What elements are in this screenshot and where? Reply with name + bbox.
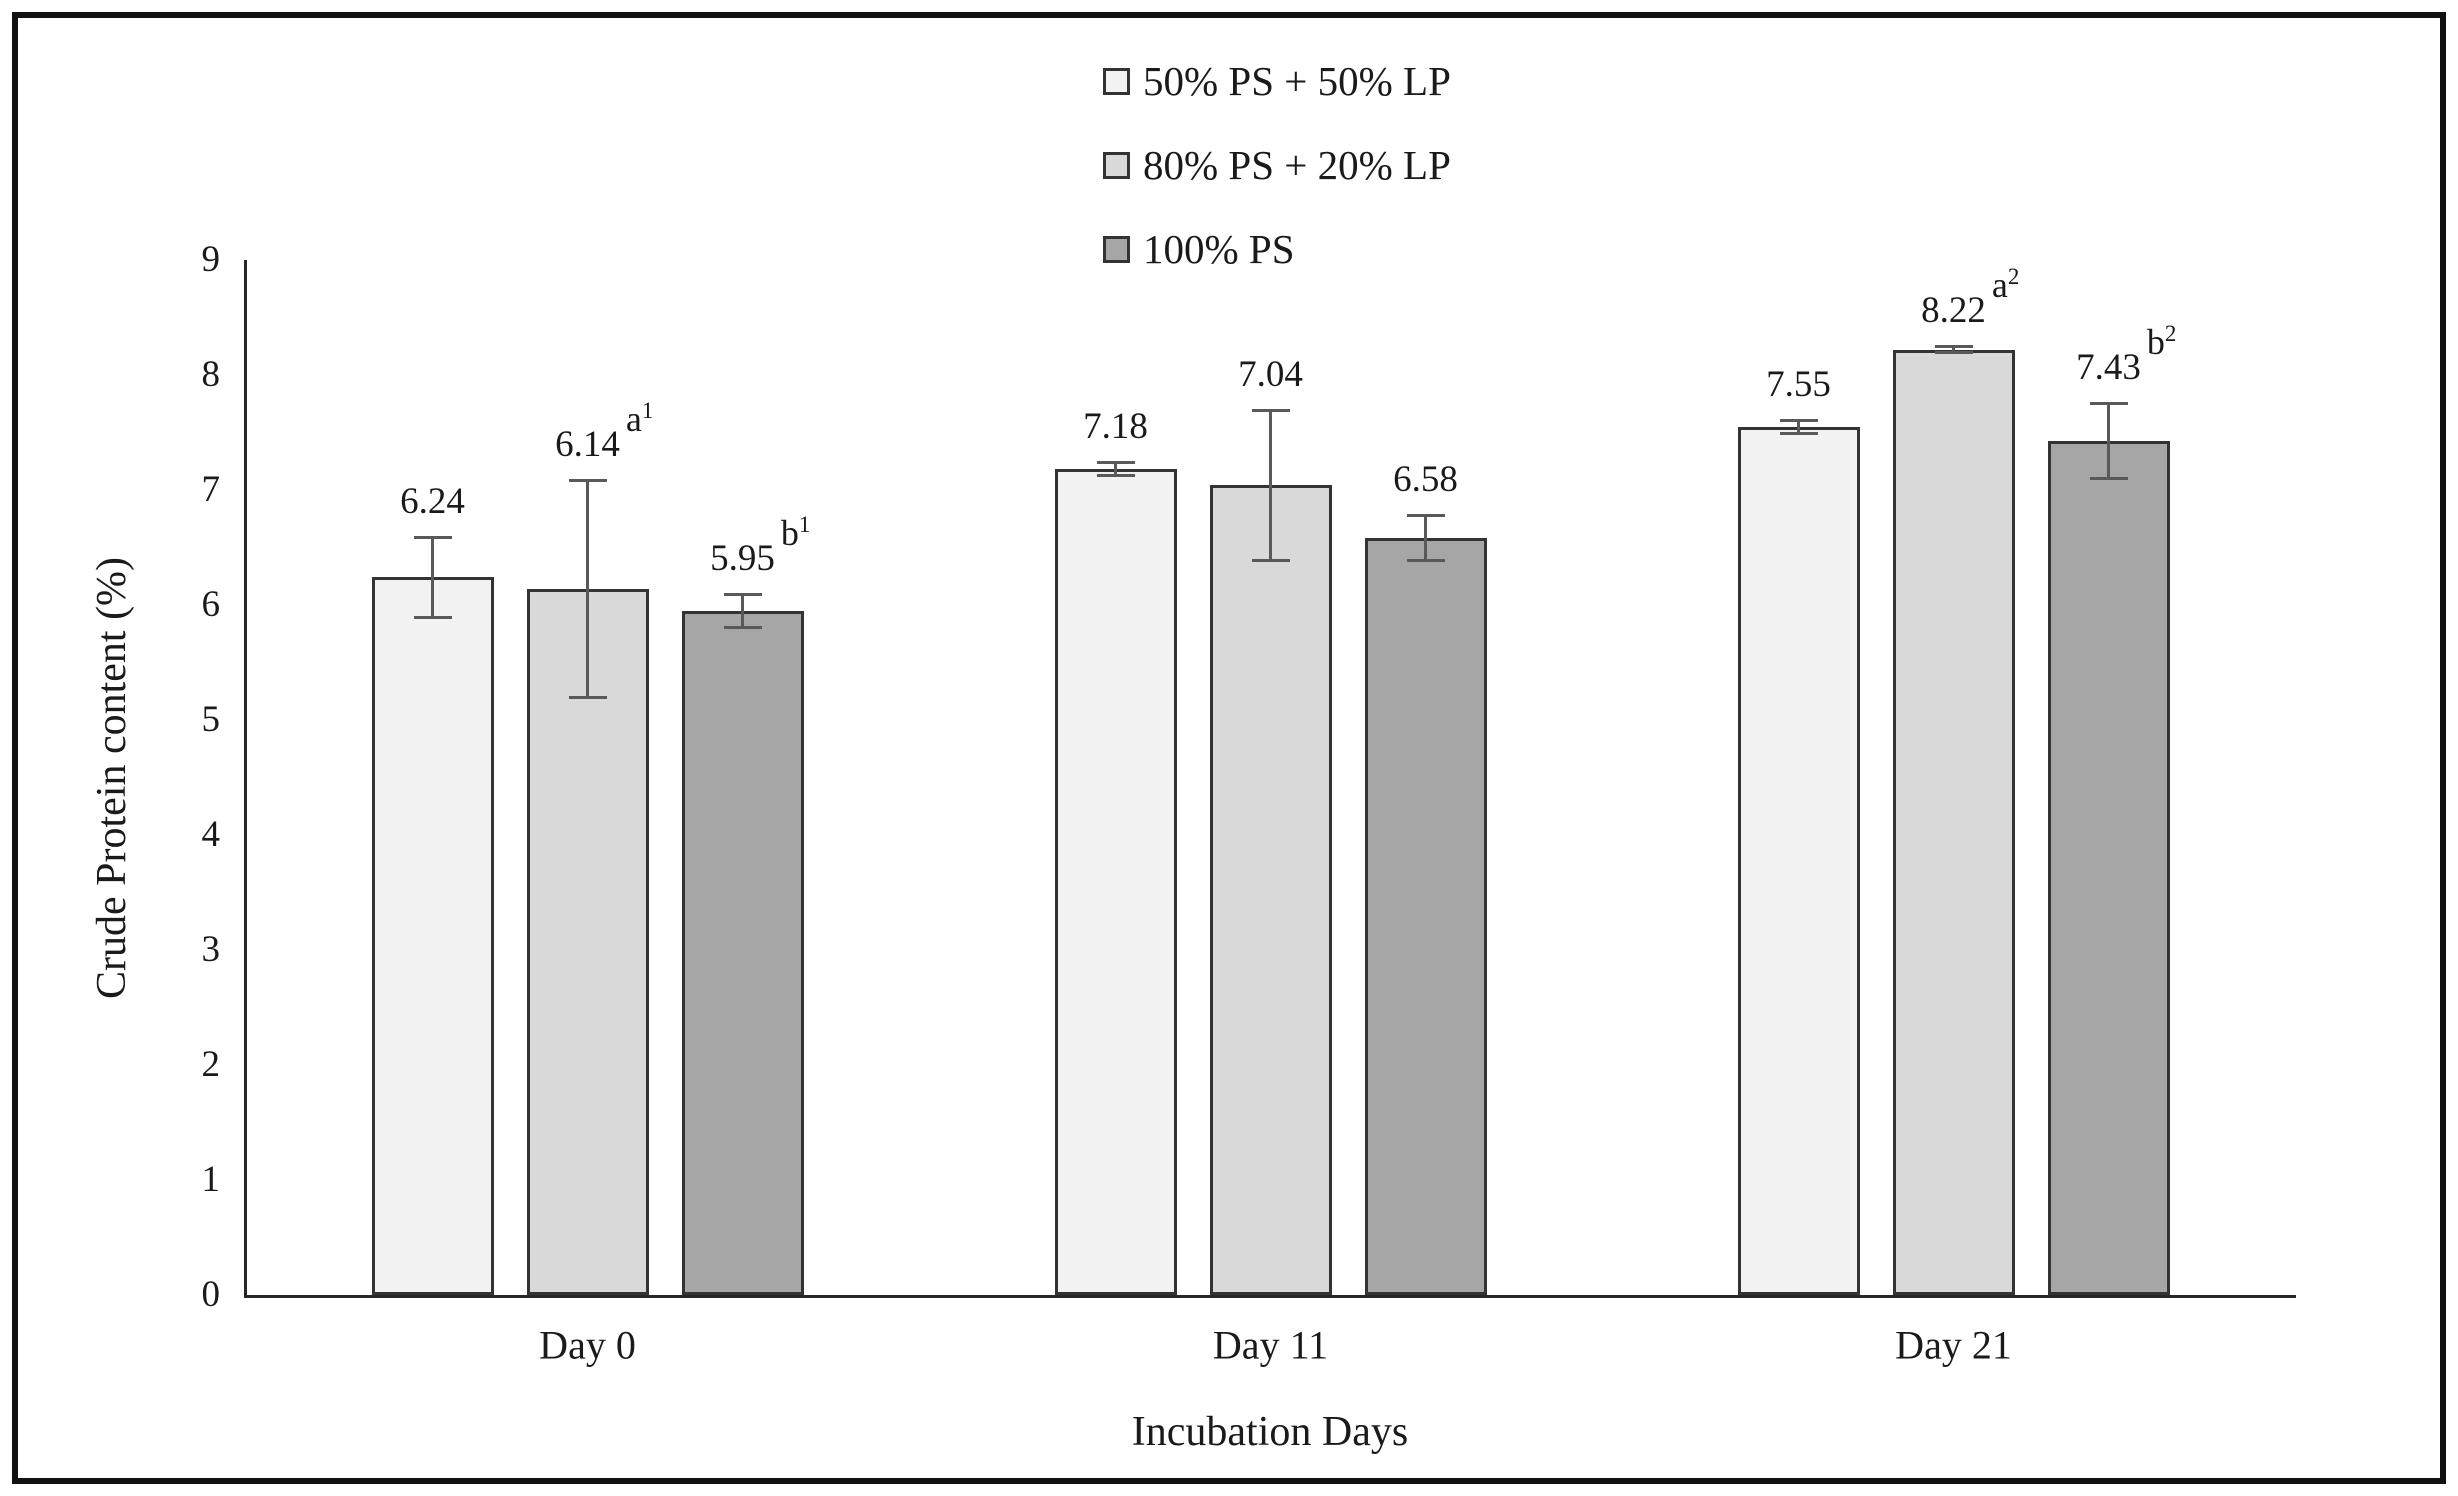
error-bar-cap-bottom: [1251, 559, 1290, 563]
value-label-text: 7.43: [2076, 346, 2141, 388]
significance-annotation-sup: 1: [798, 511, 811, 537]
bar: [1364, 538, 1487, 1295]
bar: [1737, 426, 1860, 1295]
value-label: 7.43 b2: [1959, 322, 2259, 391]
error-bar-cap-top: [568, 478, 607, 482]
error-bar-line: [431, 537, 434, 618]
bar: [1892, 349, 2015, 1295]
error-bar-cap-top: [1096, 461, 1135, 465]
error-bar-cap-bottom: [1406, 559, 1445, 563]
value-label: 6.24: [283, 479, 583, 525]
error-bar-cap-top: [1406, 514, 1445, 518]
significance-annotation: a1: [625, 397, 654, 439]
y-tick-label: 0: [201, 1274, 221, 1315]
error-bar-cap-top: [1251, 408, 1290, 412]
bar: [1054, 469, 1177, 1295]
x-category-label: Day 11: [1212, 1322, 1329, 1368]
significance-annotation-sup: 2: [2164, 320, 2177, 346]
error-bar-cap-bottom: [1779, 431, 1818, 435]
error-bar-line: [586, 479, 589, 699]
value-label-text: 7.55: [1766, 363, 1831, 405]
value-label: 7.18: [966, 404, 1266, 450]
value-label: 7.55: [1649, 362, 1949, 408]
legend: 50% PS + 50% LP 80% PS + 20% LP 100% PS: [1103, 58, 1451, 318]
bar: [526, 588, 649, 1295]
error-bar-cap-bottom: [413, 615, 452, 619]
x-axis-title: Incubation Days: [1131, 1409, 1409, 1455]
error-bar-line: [1424, 515, 1427, 562]
legend-label: 100% PS: [1143, 226, 1295, 272]
error-bar-cap-bottom: [1934, 351, 1973, 355]
legend-label: 50% PS + 50% LP: [1143, 58, 1451, 104]
y-axis-line: [244, 260, 247, 1298]
bar: [2047, 440, 2170, 1295]
value-label-text: 6.24: [400, 481, 465, 523]
y-tick-label: 2: [201, 1044, 221, 1085]
legend-swatch: [1103, 151, 1130, 179]
y-tick-label: 3: [201, 929, 221, 970]
significance-annotation: b2: [2146, 320, 2177, 362]
value-label: 7.04: [1121, 352, 1421, 398]
error-bar-cap-top: [2089, 401, 2128, 405]
error-bar-line: [1114, 462, 1117, 477]
significance-annotation: a2: [1991, 264, 2020, 306]
error-bar-cap-top: [1779, 418, 1818, 422]
y-tick-label: 5: [201, 699, 221, 740]
error-bar-line: [1797, 419, 1800, 434]
bar: [681, 610, 804, 1295]
legend-swatch: [1103, 67, 1130, 95]
error-bar-cap-top: [723, 592, 762, 596]
error-bar-cap-bottom: [2089, 476, 2128, 480]
error-bar-line: [2107, 402, 2110, 479]
x-axis-line: [244, 1295, 2296, 1298]
error-bar-line: [1269, 409, 1272, 562]
legend-item: 80% PS + 20% LP: [1103, 142, 1451, 188]
x-category-label: Day 0: [539, 1322, 636, 1368]
bar: [1209, 485, 1332, 1295]
value-label-text: 6.14: [555, 423, 620, 465]
value-label: 6.14 a1: [438, 399, 738, 468]
y-tick-label: 9: [201, 239, 221, 280]
value-label: 6.58: [1276, 457, 1576, 503]
significance-annotation-sup: 1: [641, 397, 654, 423]
error-bar-line: [741, 593, 744, 628]
error-bar-cap-bottom: [723, 626, 762, 629]
legend-swatch: [1103, 235, 1130, 263]
error-bar-line: [1952, 346, 1955, 354]
y-tick-label: 8: [201, 354, 221, 395]
legend-label: 80% PS + 20% LP: [1143, 142, 1451, 188]
error-bar-cap-bottom: [568, 696, 607, 700]
bar: [371, 577, 494, 1295]
value-label-text: 7.04: [1238, 353, 1303, 395]
value-label-text: 5.95: [710, 537, 775, 579]
value-label: 8.22 a2: [1804, 265, 2104, 334]
y-tick-label: 4: [201, 814, 221, 855]
error-bar-cap-top: [413, 536, 452, 540]
y-tick-label: 1: [201, 1159, 221, 1200]
value-label: 5.95 b1: [593, 513, 893, 582]
significance-annotation-sup: 2: [2007, 264, 2020, 290]
value-label-text: 7.18: [1083, 406, 1148, 448]
value-label-text: 6.58: [1393, 459, 1458, 501]
error-bar-cap-top: [1934, 345, 1973, 349]
value-label-text: 8.22: [1921, 290, 1986, 332]
y-tick-label: 6: [201, 584, 221, 625]
legend-item: 50% PS + 50% LP: [1103, 58, 1451, 104]
legend-item: 100% PS: [1103, 226, 1451, 272]
error-bar-cap-bottom: [1096, 474, 1135, 478]
x-category-label: Day 21: [1895, 1322, 2012, 1368]
y-tick-label: 7: [201, 469, 221, 510]
significance-annotation: b1: [780, 511, 811, 553]
